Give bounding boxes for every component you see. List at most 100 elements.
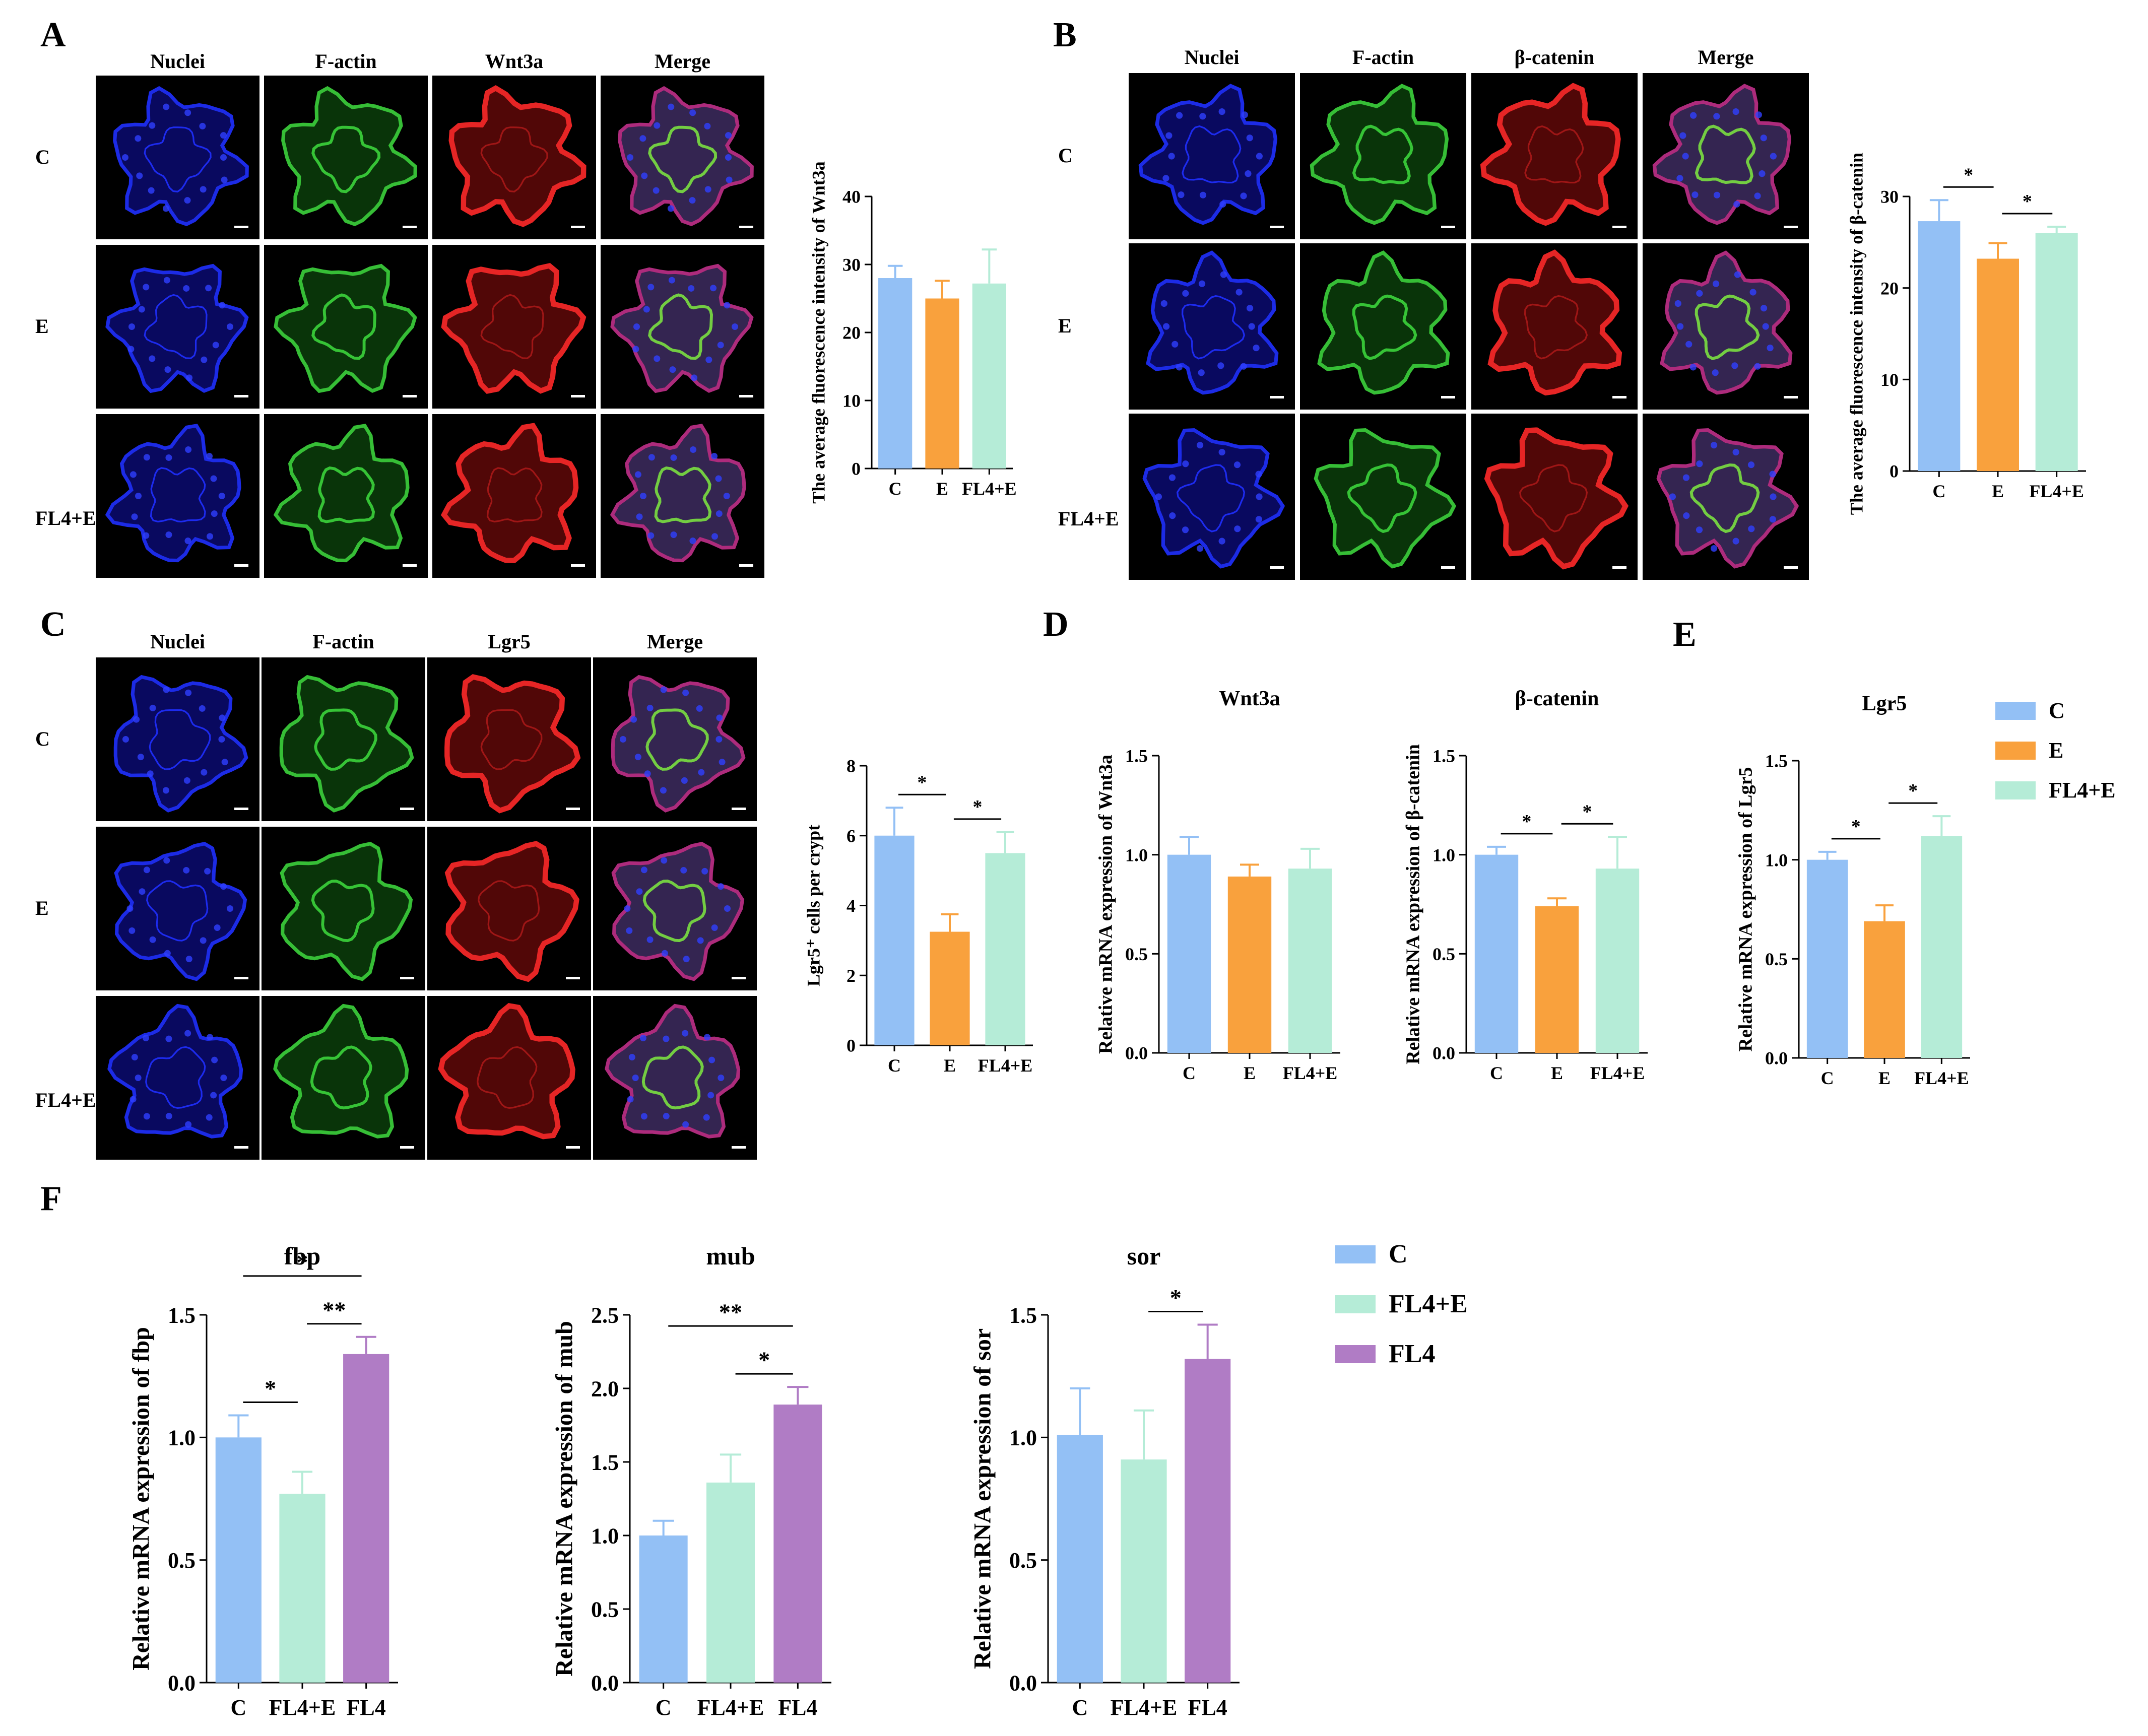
micrograph-c-r2-c1 <box>262 996 425 1160</box>
scale-bar <box>1270 226 1284 228</box>
bar <box>1864 921 1905 1058</box>
y-tick-label: 1.5 <box>168 1303 196 1327</box>
legend-item: E <box>1995 738 2116 763</box>
scale-bar <box>566 977 580 979</box>
row-label-b-0: C <box>1058 144 1073 167</box>
micrograph-a-r1-c1 <box>264 245 428 409</box>
scale-bar <box>400 977 414 979</box>
chart-f-mub-mrna: mub 0.0 0.5 1.0 1.5 2.0 2.5 Relative mRNA expre… <box>551 1242 831 1720</box>
bar <box>1167 854 1211 1053</box>
chart-d-wnt3a-mrna: Wnt3a 0.0 0.5 1.0 1.5 Relative mRNA expressio… <box>1095 687 1340 1083</box>
y-tick-label: 0.5 <box>168 1548 196 1573</box>
y-axis-label: Relative mRNA expression of sor <box>969 1328 996 1669</box>
bar <box>1918 221 1961 471</box>
y-axis-label: Relative mRNA expression of mub <box>551 1321 578 1677</box>
micrograph-a-r0-c3 <box>601 76 764 239</box>
legend-top: C E FL4+E <box>1995 698 2116 817</box>
x-tick-label: C <box>1932 481 1945 501</box>
panel-letter-c: C <box>40 605 66 644</box>
micrograph-c-r0-c2 <box>427 657 591 821</box>
chart-d-beta-catenin-mrna: β-catenin 0.0 0.5 1.0 1.5 Relative mRNA expre… <box>1402 687 1648 1083</box>
bar <box>1595 869 1640 1053</box>
y-tick-label: 0.5 <box>1125 944 1148 964</box>
y-tick-label: 20 <box>842 323 861 343</box>
scale-bar <box>234 395 248 397</box>
row-label-b-1: E <box>1058 314 1072 337</box>
x-tick-label: FL4+E <box>697 1695 764 1720</box>
x-tick-label: E <box>1551 1063 1563 1083</box>
micrograph-c-r2-c2 <box>427 996 591 1160</box>
legend-swatch <box>1335 1245 1376 1263</box>
y-axis-label: The average fluorescence intensity of Wn… <box>808 161 828 504</box>
legend-swatch <box>1995 701 2036 720</box>
bar <box>972 283 1006 469</box>
x-tick-label: FL4+E <box>2029 481 2084 501</box>
x-tick-label: FL4+E <box>269 1695 336 1720</box>
legend-swatch <box>1995 781 2036 799</box>
y-tick-label: 0 <box>847 1036 856 1056</box>
micrograph-b-r2-c1 <box>1300 414 1466 580</box>
y-tick-label: 2.5 <box>591 1303 619 1327</box>
x-tick-label: E <box>1992 481 2004 501</box>
legend-bottom: C FL4+E FL4 <box>1335 1239 1468 1383</box>
micrograph-c-r2-c0 <box>96 996 259 1160</box>
scale-bar <box>1441 396 1455 398</box>
scale-bar <box>234 977 248 979</box>
bar <box>1185 1359 1231 1683</box>
row-label-c-1: E <box>35 896 49 919</box>
row-label-b-2: FL4+E <box>1058 507 1119 530</box>
y-tick-label: 6 <box>847 826 856 846</box>
chart-title: mub <box>706 1242 755 1270</box>
scale-bar <box>732 977 746 979</box>
scale-bar <box>1612 566 1626 569</box>
micrograph-c-r0-c3 <box>593 657 757 821</box>
scale-bar <box>234 808 248 810</box>
x-tick-label: E <box>1244 1063 1256 1083</box>
micrograph-b-r2-c3 <box>1643 414 1809 580</box>
micrograph-a-r2-c1 <box>264 414 428 578</box>
y-axis-label: Relative mRNA expression of fbp <box>128 1327 155 1671</box>
chart-title: sor <box>1127 1242 1161 1270</box>
scale-bar <box>571 395 585 397</box>
scale-bar <box>739 395 753 397</box>
y-tick-label: 10 <box>842 391 861 411</box>
scale-bar <box>739 564 753 567</box>
chart-f-sor-mrna: sor 0.0 0.5 1.0 1.5 Relative mRNA expression … <box>969 1242 1240 1720</box>
y-tick-label: 1.0 <box>1433 845 1455 865</box>
row-label-c-0: C <box>35 727 50 750</box>
y-axis-label: Lgr5⁺ cells per crypt <box>803 825 823 986</box>
micrograph-c-r2-c3 <box>593 996 757 1160</box>
x-tick-label: FL4 <box>347 1695 386 1720</box>
y-tick-label: 40 <box>842 187 861 207</box>
significance-label: * <box>1851 816 1861 837</box>
column-label-b-1: F-actin <box>1352 46 1414 69</box>
y-tick-label: 0 <box>852 459 861 479</box>
micrograph-c-r0-c0 <box>96 657 259 821</box>
significance-label: ** <box>719 1299 742 1325</box>
y-axis-label: Relative mRNA expression of Wnt3a <box>1095 755 1116 1054</box>
scale-bar <box>400 1146 414 1149</box>
column-label-b-3: Merge <box>1698 46 1754 69</box>
micrograph-a-r2-c0 <box>96 414 259 578</box>
x-tick-label: FL4+E <box>1283 1063 1338 1083</box>
legend-item: FL4 <box>1335 1339 1468 1369</box>
significance-label: * <box>1908 780 1918 802</box>
y-tick-label: 4 <box>847 896 856 916</box>
chart-title: Wnt3a <box>1219 687 1280 710</box>
scale-bar <box>732 1146 746 1149</box>
micrograph-b-r1-c0 <box>1129 243 1295 410</box>
bar <box>878 278 913 469</box>
micrograph-b-r0-c2 <box>1471 73 1638 239</box>
micrograph-b-r1-c1 <box>1300 243 1466 410</box>
scale-bar <box>571 226 585 228</box>
y-tick-label: 30 <box>842 255 861 275</box>
row-label-a-2: FL4+E <box>35 506 96 529</box>
legend-label: FL4 <box>1389 1340 1436 1368</box>
chart-b-beta-catenin-intensity: 0 10 20 30 The average fluorescence intensit… <box>1846 153 2086 515</box>
x-tick-label: FL4+E <box>1590 1063 1645 1083</box>
chart-c-lgr5-cells: 0 2 4 6 8 Lgr5⁺ cells per crypt C E FL4+E * * <box>803 756 1033 1076</box>
y-tick-label: 0.0 <box>1009 1671 1037 1695</box>
micrograph-a-r2-c3 <box>601 414 764 578</box>
bar <box>2035 233 2078 471</box>
micrograph-a-r1-c0 <box>96 245 259 409</box>
